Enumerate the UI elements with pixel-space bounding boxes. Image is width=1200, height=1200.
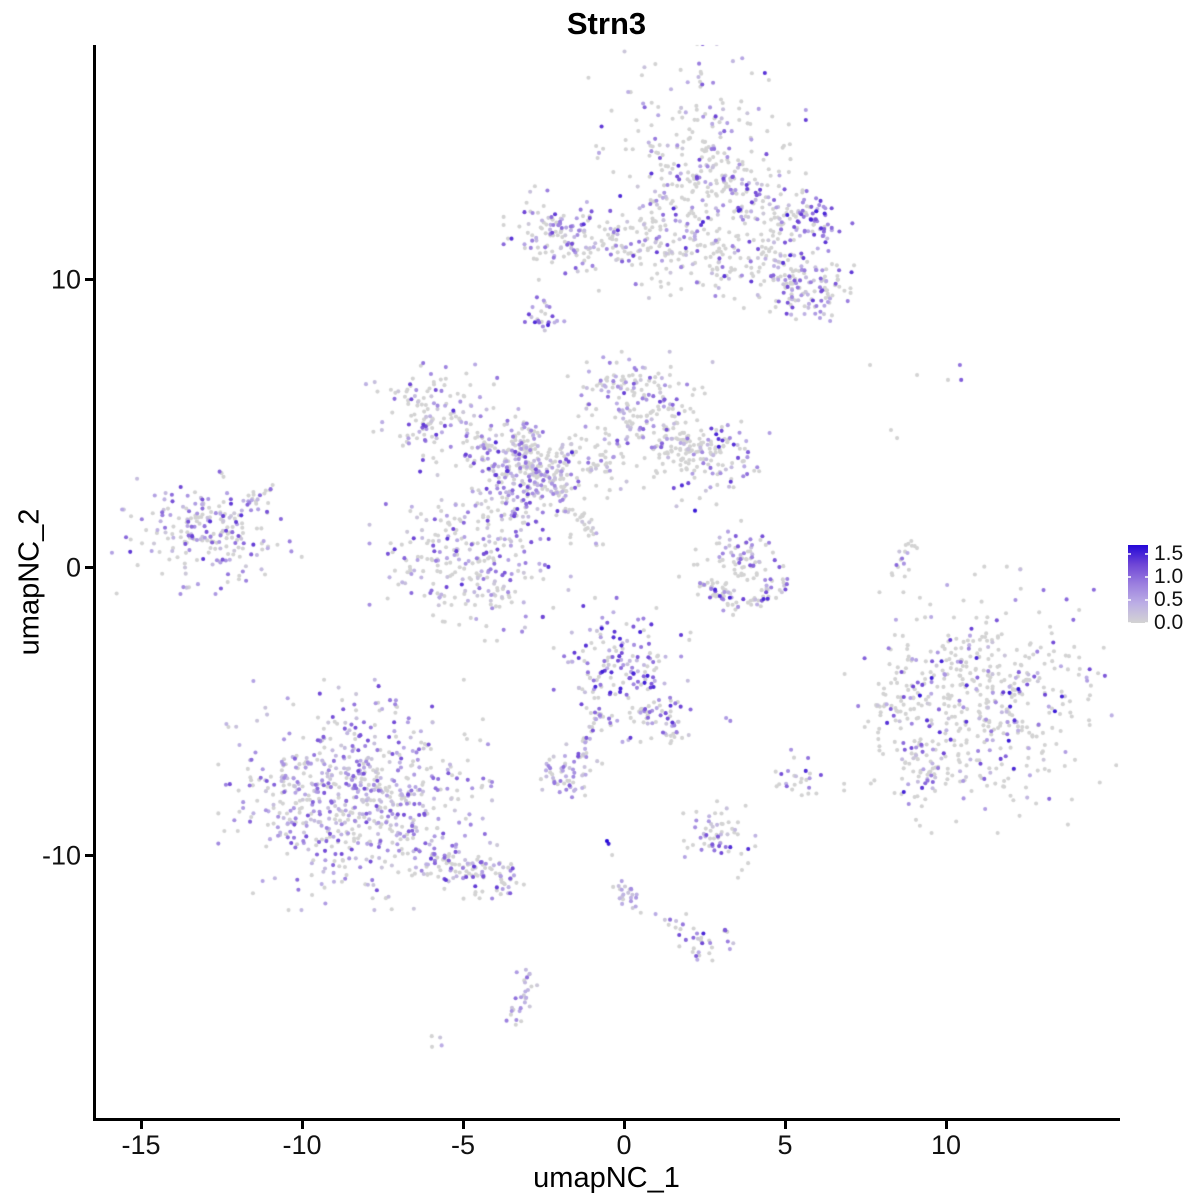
colorbar-tick — [1145, 599, 1149, 602]
y-tick-label: 10 — [50, 264, 81, 295]
x-axis-title: umapNC_1 — [533, 1162, 680, 1194]
colorbar-tick — [1127, 576, 1131, 579]
x-tick-label: -10 — [282, 1130, 322, 1160]
x-tick-mark — [783, 1121, 787, 1129]
colorbar-gradient — [1127, 545, 1149, 624]
y-tick-label: -10 — [41, 840, 81, 871]
x-tick-mark — [139, 1121, 143, 1129]
x-tick-mark — [300, 1121, 304, 1129]
colorbar-tick — [1145, 576, 1149, 579]
colorbar-tick — [1127, 599, 1131, 602]
colorbar-tick — [1127, 553, 1131, 556]
colorbar-tick-label: 0.0 — [1154, 611, 1184, 634]
x-tick-label: -5 — [451, 1130, 476, 1160]
y-axis-title: umapNC_2 — [13, 508, 46, 656]
colorbar-tick — [1145, 622, 1149, 624]
y-tick-mark — [85, 278, 93, 282]
colorbar-tick-label: 1.5 — [1154, 542, 1184, 566]
colorbar-tick — [1145, 553, 1149, 556]
y-tick-mark — [85, 854, 93, 858]
x-tick-mark — [622, 1121, 626, 1129]
x-tick-label: 5 — [777, 1130, 793, 1160]
x-tick-mark — [944, 1121, 948, 1129]
x-tick-label: 0 — [616, 1130, 632, 1160]
y-tick-label: 0 — [65, 552, 81, 583]
y-axis-line — [93, 45, 96, 1121]
x-tick-label: 10 — [931, 1130, 962, 1160]
colorbar-tick-label: 0.5 — [1154, 588, 1184, 612]
colorbar-tick-label: 1.0 — [1154, 565, 1184, 589]
x-tick-mark — [461, 1121, 465, 1129]
y-tick-mark — [85, 566, 93, 570]
colorbar-tick — [1127, 622, 1131, 624]
x-tick-label: -15 — [121, 1130, 161, 1160]
x-axis-line — [93, 1118, 1120, 1121]
